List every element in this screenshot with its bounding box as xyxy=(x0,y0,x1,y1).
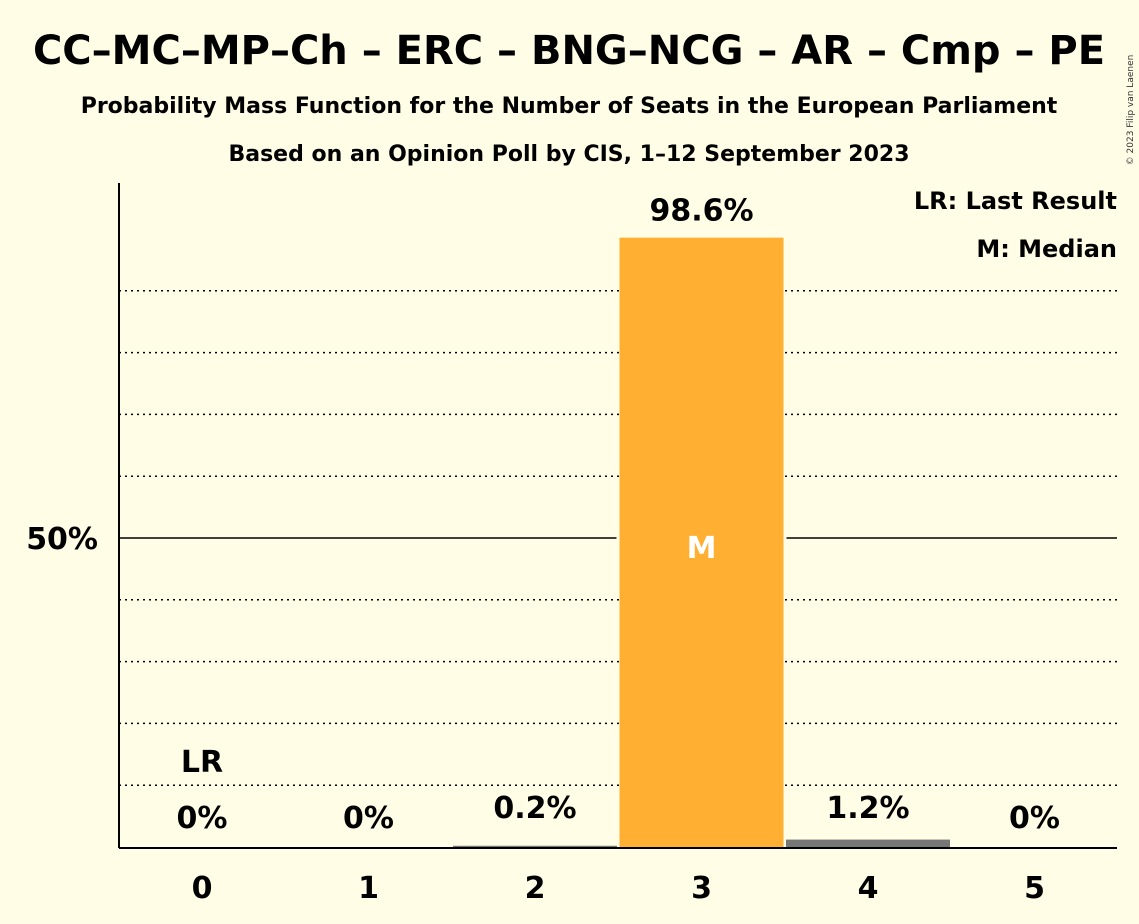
last-result-marker: LR xyxy=(181,745,223,780)
legend-entry-median: M: Median xyxy=(976,235,1117,263)
chart-subtitle: Probability Mass Function for the Number… xyxy=(81,94,1058,119)
chart-subtitle-poll: Based on an Opinion Poll by CIS, 1–12 Se… xyxy=(228,142,909,167)
chart-title: CC–MC–MP–Ch – ERC – BNG–NCG – AR – Cmp –… xyxy=(33,28,1105,74)
legend: LR: Last Result M: Median xyxy=(914,187,1117,263)
axes: 50% 0 1 2 3 4 5 xyxy=(26,183,1117,906)
median-marker: M xyxy=(687,531,717,566)
value-label-1: 0% xyxy=(343,801,394,836)
value-label-2: 0.2% xyxy=(493,791,576,826)
bar-seats-3 xyxy=(619,237,784,848)
x-tick-label-3: 3 xyxy=(691,871,712,906)
bar-seats-4 xyxy=(786,839,950,847)
value-label-4: 1.2% xyxy=(826,791,909,826)
value-label-3: 98.6% xyxy=(649,194,753,229)
value-label-5: 0% xyxy=(1009,801,1060,836)
x-tick-label-1: 1 xyxy=(358,871,379,906)
x-tick-label-5: 5 xyxy=(1024,871,1045,906)
x-tick-label-4: 4 xyxy=(858,871,879,906)
copyright-notice: © 2023 Filip van Laenen xyxy=(1126,55,1136,166)
x-tick-label-0: 0 xyxy=(192,871,213,906)
bars xyxy=(453,237,950,848)
y-tick-label-50: 50% xyxy=(26,522,98,557)
x-tick-label-2: 2 xyxy=(525,871,546,906)
legend-entry-last-result: LR: Last Result xyxy=(914,187,1117,215)
value-label-0: 0% xyxy=(177,801,228,836)
value-labels: 0% LR 0% 0.2% 98.6% M 1.2% 0% xyxy=(177,194,1060,836)
bar-seats-2 xyxy=(453,845,617,847)
